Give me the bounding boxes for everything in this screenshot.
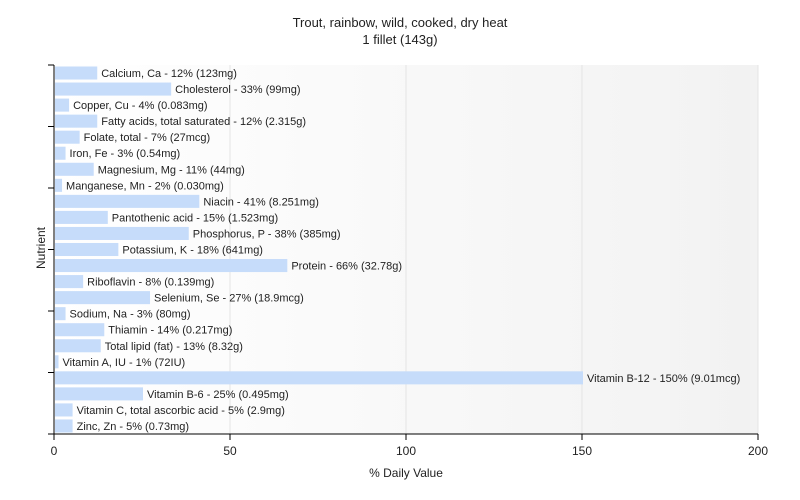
bar-label: Riboflavin - 8% (0.139mg) [87,277,214,289]
bar-labels: Calcium, Ca - 12% (123mg) Cholesterol - 3… [63,68,741,433]
bar-label: Sodium, Na - 3% (80mg) [70,309,191,321]
bar-label: Manganese, Mn - 2% (0.030mg) [66,180,224,192]
y-axis-label: Nutrient [34,226,48,269]
bar-label: Protein - 66% (32.78g) [291,261,402,273]
bar-label: Selenium, Se - 27% (18.9mcg) [154,293,304,305]
bar-label: Copper, Cu - 4% (0.083mg) [73,100,208,112]
bar [55,114,98,128]
x-tick-label: 50 [223,444,237,458]
bar-label: Zinc, Zn - 5% (0.73mg) [77,421,189,433]
x-ticks: 0 50 100 150 200 [51,434,768,458]
bar [55,66,98,80]
bar [55,259,288,273]
bar [55,210,108,224]
x-tick-label: 0 [51,444,58,458]
bar-label: Calcium, Ca - 12% (123mg) [101,68,237,80]
bar [55,194,200,208]
bar-label: Magnesium, Mg - 11% (44mg) [98,164,245,176]
x-tick-label: 200 [748,444,768,458]
bar [55,355,59,369]
bar-label: Cholesterol - 33% (99mg) [175,84,300,96]
bar [55,82,172,96]
bar [55,162,94,176]
bar-label: Thiamin - 14% (0.217mg) [108,325,232,337]
bar [55,291,151,305]
bar [55,226,189,240]
bar [55,130,80,144]
bar [55,242,119,257]
bar [55,178,63,192]
bar-label: Potassium, K - 18% (641mg) [122,245,263,257]
bar-label: Niacin - 41% (8.251mg) [203,196,319,208]
bar [55,419,73,433]
bar-label: Vitamin C, total ascorbic acid - 5% (2.9… [77,405,285,417]
bar [55,275,84,289]
bar [55,387,143,401]
x-tick-label: 100 [396,444,416,458]
bar [55,371,583,385]
chart-subtitle: 1 fillet (143g) [362,32,437,47]
bar-label: Pantothenic acid - 15% (1.523mg) [112,212,278,224]
x-tick-label: 150 [572,444,592,458]
bar-label: Folate, total - 7% (27mcg) [84,132,211,144]
bars [55,66,583,433]
bar-label: Fatty acids, total saturated - 12% (2.31… [101,116,306,128]
bar-label: Iron, Fe - 3% (0.54mg) [70,148,181,160]
bar-label: Vitamin A, IU - 1% (72IU) [63,357,186,369]
bar [55,403,73,417]
bar-label: Vitamin B-12 - 150% (9.01mcg) [587,373,740,385]
bar-label: Phosphorus, P - 38% (385mg) [193,228,341,240]
bar [55,323,105,337]
bar-label: Total lipid (fat) - 13% (8.32g) [105,341,243,353]
bar [55,98,70,112]
bar-label: Vitamin B-6 - 25% (0.495mg) [147,389,289,401]
bar [55,339,101,353]
chart-title: Trout, rainbow, wild, cooked, dry heat [293,15,508,30]
bar [55,307,66,321]
bar [55,146,66,160]
x-axis-label: % Daily Value [369,466,443,480]
